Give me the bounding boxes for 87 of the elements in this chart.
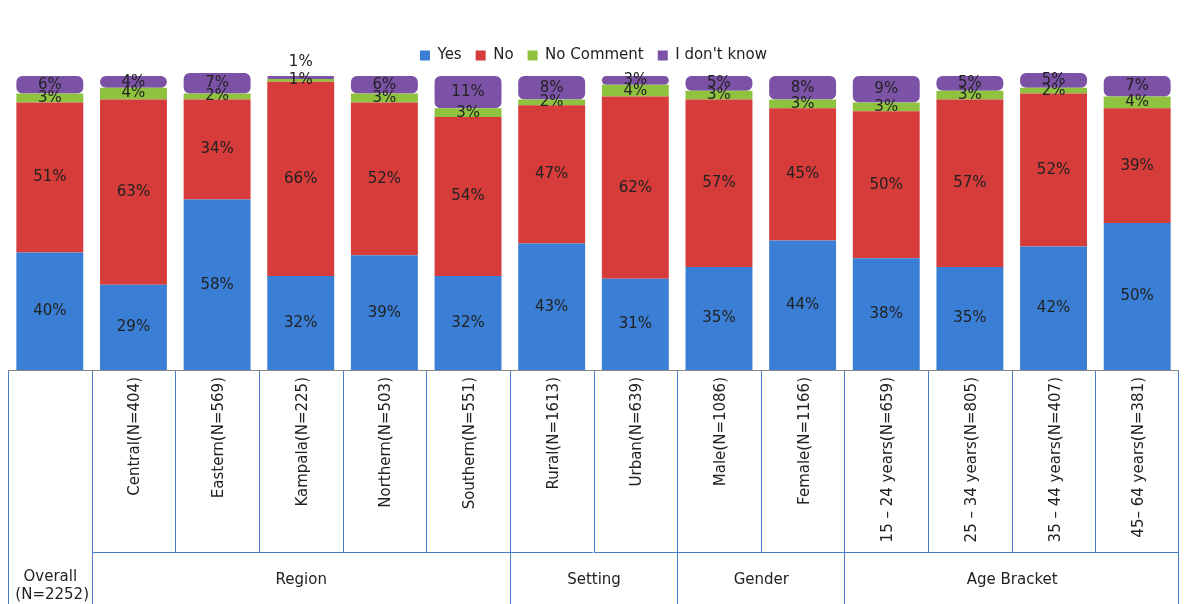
- data-label: 3%: [790, 93, 815, 112]
- bar: [769, 240, 837, 370]
- bar: [1103, 108, 1171, 223]
- data-label: 44%: [785, 295, 820, 314]
- bar: [350, 102, 418, 256]
- data-label: 39%: [367, 302, 402, 321]
- data-label: 3%: [874, 96, 899, 115]
- bar: [518, 243, 586, 370]
- text: Setting: [567, 570, 621, 588]
- legend-label: I don't know: [675, 45, 768, 64]
- x-tick-label: 15 – 24 years(N=659): [878, 377, 897, 543]
- data-label: 34%: [200, 139, 234, 158]
- text: Overall (N=2252): [15, 567, 89, 603]
- bar: [267, 275, 335, 370]
- data-label: 1%: [288, 51, 313, 70]
- data-label: 29%: [116, 317, 151, 336]
- bar: [518, 105, 586, 244]
- x-tick-label: Male(N=1086): [710, 377, 729, 487]
- data-label: 4%: [1125, 92, 1150, 111]
- bar: [350, 255, 418, 370]
- data-label: 31%: [618, 314, 652, 333]
- bar: [601, 96, 669, 279]
- data-label: 7%: [1125, 76, 1150, 95]
- bar: [100, 284, 167, 370]
- x-tick-label: Eastern(N=569): [209, 377, 228, 499]
- data-label: 45%: [785, 164, 820, 183]
- x-tick-label: Urban(N=639): [627, 377, 646, 487]
- bar: [769, 108, 837, 241]
- data-label: 51%: [33, 167, 67, 186]
- data-label: 1%: [288, 70, 313, 89]
- data-label: 9%: [874, 79, 899, 98]
- data-label: 11%: [451, 82, 485, 100]
- legend-label: Yes: [436, 45, 462, 64]
- bar: [16, 252, 84, 370]
- bar: [16, 102, 84, 253]
- data-label: 58%: [200, 274, 234, 293]
- data-label: 57%: [953, 173, 987, 192]
- bar: [1103, 222, 1171, 370]
- data-label: 42%: [1036, 298, 1071, 317]
- data-label: 52%: [1036, 159, 1071, 178]
- bar: [434, 275, 502, 370]
- legend-label: No Comment: [545, 45, 644, 64]
- data-label: 62%: [618, 177, 652, 196]
- bar: [183, 199, 251, 370]
- x-tick-label: Northern(N=503): [376, 377, 395, 508]
- data-label: 52%: [367, 168, 402, 187]
- x-tick-label: Female(N=1166): [794, 377, 813, 505]
- bar: [685, 267, 753, 370]
- bar: [1020, 93, 1087, 247]
- data-label: 8%: [790, 77, 815, 96]
- bar: [685, 99, 753, 268]
- data-label: 43%: [535, 296, 569, 315]
- bar: [852, 111, 920, 259]
- data-label: 35%: [702, 308, 736, 327]
- x-tick-label: Southern(N=551): [460, 377, 479, 510]
- bar: [936, 267, 1004, 370]
- x-tick-label: 35 – 44 years(N=407): [1045, 377, 1064, 543]
- data-label: 57%: [702, 173, 736, 192]
- data-label: 40%: [33, 301, 67, 320]
- bar: [936, 99, 1004, 268]
- text: Age Bracket: [966, 570, 1058, 588]
- data-label: 54%: [451, 186, 485, 205]
- x-tick-label: Rural(N=1613): [543, 377, 562, 490]
- text: Gender: [733, 570, 789, 588]
- x-tick-label: Central(N=404): [125, 377, 144, 496]
- bar: [434, 117, 502, 276]
- x-tick-label: Kampala(N=225): [292, 377, 311, 507]
- bar: [100, 99, 167, 285]
- bar: [1020, 246, 1087, 370]
- data-label: 63%: [116, 181, 151, 200]
- bar: [183, 99, 251, 200]
- data-label: 3%: [456, 102, 480, 121]
- data-label: 32%: [451, 312, 485, 331]
- bar: [601, 278, 669, 370]
- text: Region: [275, 570, 327, 588]
- x-tick-label: 25 – 34 years(N=805): [961, 377, 980, 543]
- data-label: 38%: [869, 304, 903, 323]
- bar: [852, 258, 920, 370]
- data-label: 50%: [869, 174, 903, 193]
- data-label: 39%: [1120, 155, 1154, 174]
- data-label: 47%: [535, 164, 569, 183]
- data-label: 50%: [1120, 286, 1154, 305]
- data-label: 35%: [953, 308, 987, 327]
- data-label: 32%: [284, 312, 318, 331]
- data-label: 66%: [284, 168, 318, 187]
- legend-label: No: [493, 45, 514, 64]
- x-tick-label: 45– 64 years(N=381): [1129, 377, 1148, 538]
